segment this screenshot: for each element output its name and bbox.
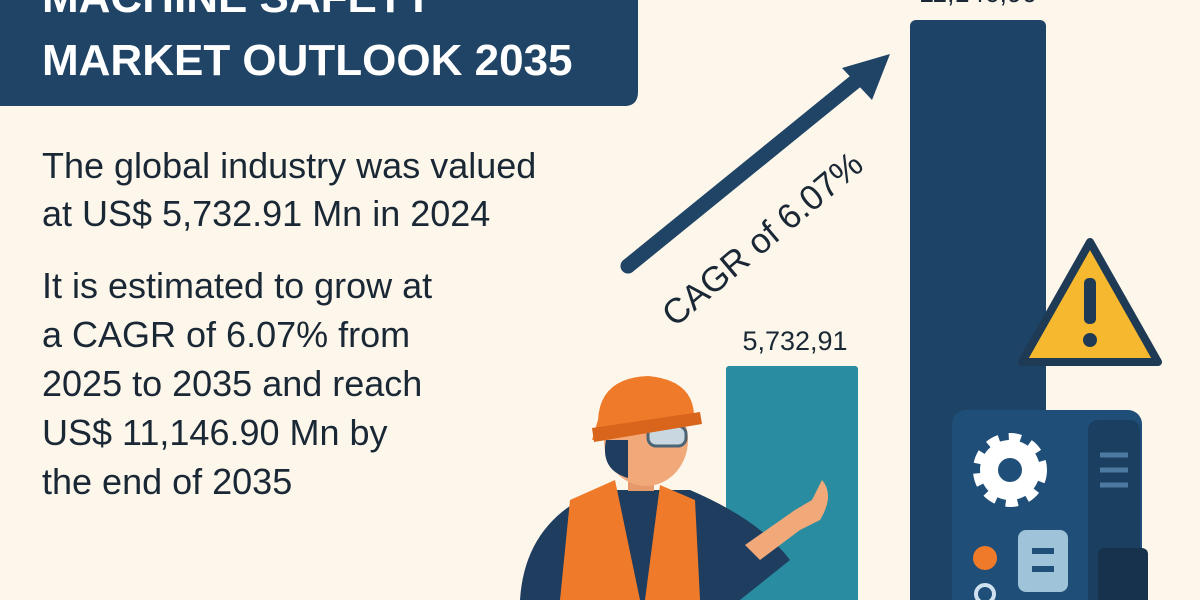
forecast-line: 2025 to 2035 and reach bbox=[42, 363, 422, 404]
forecast-line: US$ 11,146.90 Mn by bbox=[42, 412, 388, 453]
forecast-line: a CAGR of 6.07% from bbox=[42, 314, 410, 355]
warning-dot bbox=[1083, 333, 1097, 347]
machine-panel bbox=[1018, 530, 1068, 592]
forecast-line: the end of 2035 bbox=[42, 461, 292, 502]
intro-line: at US$ 5,732.91 Mn in 2024 bbox=[42, 193, 490, 234]
gear-hole bbox=[998, 458, 1022, 482]
title-box bbox=[0, 0, 638, 106]
helmet-brim bbox=[592, 412, 702, 442]
panel-line bbox=[1032, 566, 1054, 572]
worker-hand bbox=[745, 480, 829, 560]
arrow-head bbox=[842, 54, 890, 100]
machine-button bbox=[973, 546, 997, 570]
bar-2035-label: 11,146,90 bbox=[919, 0, 1037, 8]
worker-vest bbox=[645, 485, 700, 600]
worker-vest bbox=[560, 480, 640, 600]
forecast-line: It is estimated to grow at bbox=[42, 265, 432, 306]
growth-arrow bbox=[620, 68, 870, 274]
intro-line: The global industry was valued bbox=[42, 145, 536, 186]
machine-part bbox=[1098, 548, 1148, 600]
title-line: MARKET OUTLOOK 2035 bbox=[42, 36, 573, 85]
warning-mark bbox=[1084, 278, 1096, 324]
title-line: MACHINE SAFETY bbox=[42, 0, 433, 22]
panel-line bbox=[1032, 548, 1054, 554]
gear bbox=[973, 433, 1047, 507]
bar-2024-label: 5,732,91 bbox=[742, 326, 847, 356]
worker-hair bbox=[604, 440, 628, 478]
cagr-label: CAGR of 6.07% bbox=[655, 144, 871, 334]
machine-button bbox=[974, 583, 996, 600]
